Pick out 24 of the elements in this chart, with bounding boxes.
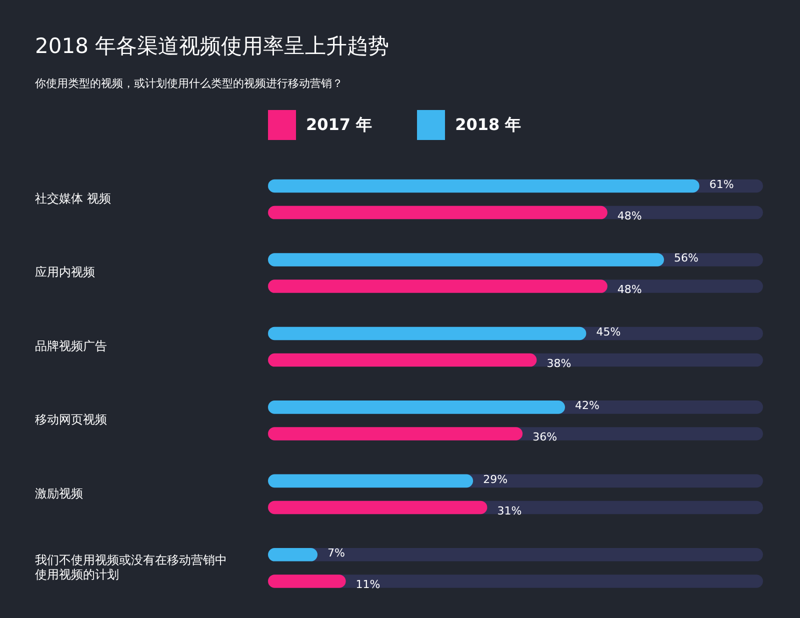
- data-label: 61%: [709, 178, 734, 191]
- chart-title: 2018 年各渠道视频使用率呈上升趋势: [35, 33, 390, 60]
- data-label: 31%: [497, 504, 522, 518]
- y-tick-label: 社交媒体 视频: [35, 191, 111, 206]
- data-label: 42%: [575, 399, 600, 412]
- data-label: 45%: [596, 325, 621, 338]
- data-label: 56%: [674, 252, 698, 265]
- data-label: 7%: [328, 546, 345, 560]
- y-tick-label: 品牌视频广告: [35, 338, 107, 353]
- data-label: 29%: [483, 472, 508, 486]
- y-tick-label: 应用内视频: [35, 265, 95, 280]
- legend-label: 2017 年: [306, 114, 372, 136]
- data-label: 36%: [532, 430, 558, 444]
- data-label: 11%: [356, 578, 380, 592]
- bar: [268, 548, 318, 562]
- legend-label: 2018 年: [455, 114, 522, 136]
- data-label: 48%: [617, 283, 642, 296]
- bar: [268, 574, 346, 588]
- y-tick-label: 移动网页视频: [35, 412, 107, 427]
- y-tick-label: 我们不使用视频或没有在移动营销中使用视频的计划: [35, 552, 227, 582]
- data-label: 48%: [617, 209, 642, 222]
- y-tick-label: 激励视频: [35, 486, 83, 500]
- data-label: 38%: [546, 356, 572, 370]
- chart-subtitle: 你使用类型的视频，或计划使用什么类型的视频进行移动营销？: [35, 76, 343, 91]
